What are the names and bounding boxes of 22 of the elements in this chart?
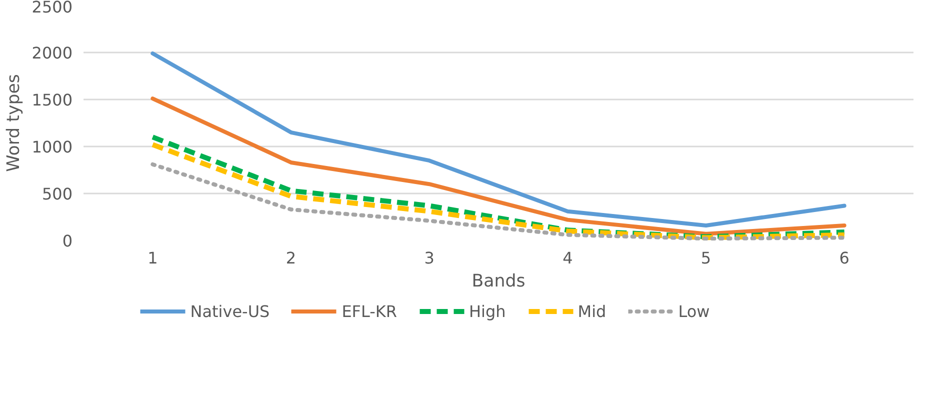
line-series	[150, 51, 846, 228]
legend-label: EFL-KR	[342, 302, 398, 320]
x-tick-label: 5	[700, 248, 712, 268]
x-tick-label: 6	[839, 248, 850, 268]
legend-label: Native-US	[190, 302, 270, 320]
y-tick-label: 500	[42, 184, 73, 204]
y-tick-label: 1000	[32, 138, 72, 156]
y-tick-label: 1500	[32, 90, 72, 110]
y-tick-label: 2000	[32, 44, 72, 62]
line-series	[150, 96, 846, 236]
line-series	[150, 162, 846, 240]
y-tick-label: 0	[62, 232, 73, 250]
x-tick-label: 1	[148, 248, 158, 268]
y-axis-title: Word types	[4, 74, 24, 172]
y-tick-label: 2500	[32, 0, 72, 16]
x-tick-label: 2	[286, 248, 296, 268]
x-tick-label: 3	[424, 248, 434, 268]
x-axis-title: Bands	[472, 272, 526, 292]
x-tick-label: 4	[562, 248, 573, 268]
legend-label: Mid	[578, 302, 606, 320]
legend-label: Low	[678, 302, 710, 320]
legend-label: High	[469, 302, 506, 320]
